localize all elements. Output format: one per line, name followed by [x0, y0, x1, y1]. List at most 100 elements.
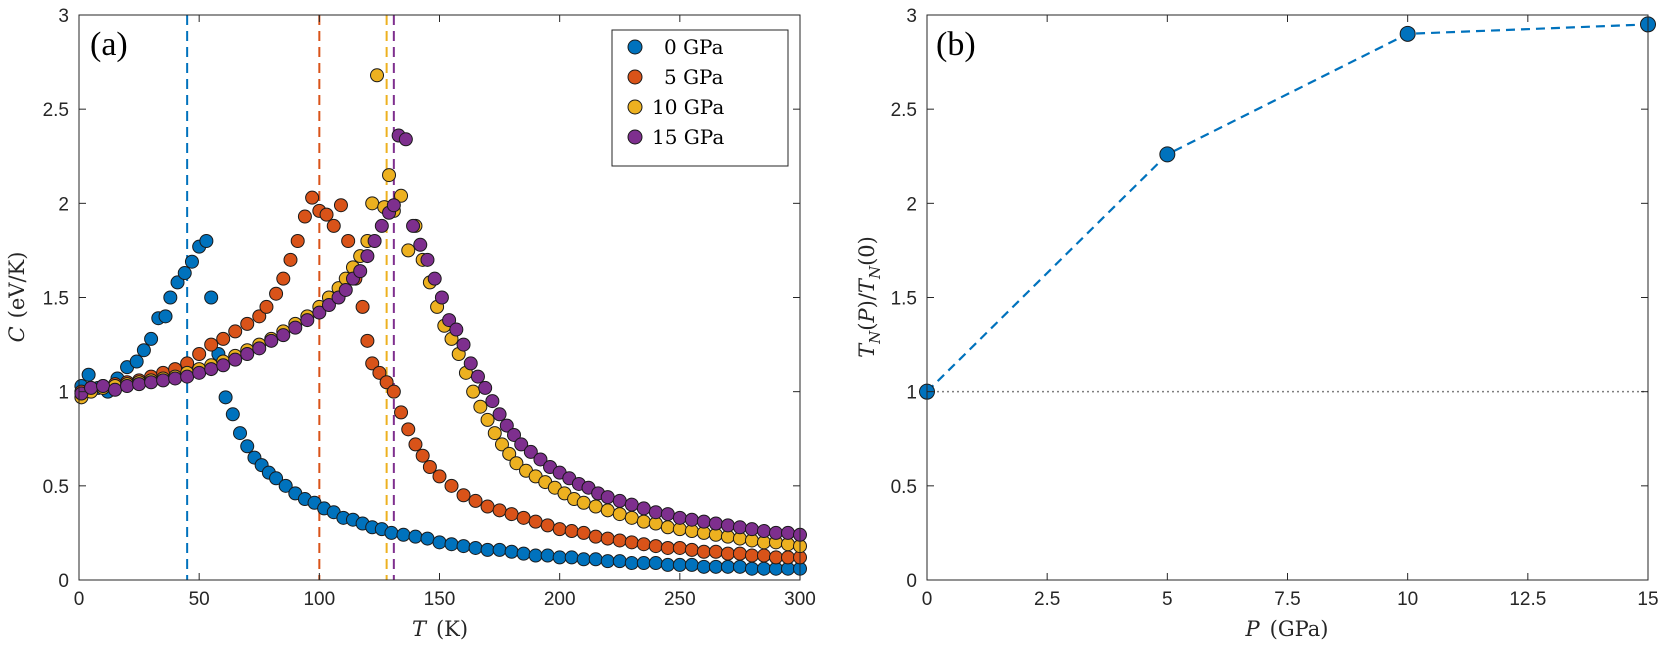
data-point	[297, 209, 312, 224]
data-point	[708, 559, 723, 574]
legend-marker	[627, 129, 643, 145]
data-point	[384, 525, 399, 540]
data-point	[355, 299, 370, 314]
x-tick-label-b: 0	[922, 589, 933, 610]
data-point	[370, 68, 385, 83]
data-point	[365, 356, 380, 371]
data-point	[463, 356, 478, 371]
data-point	[684, 512, 699, 527]
data-point	[442, 313, 457, 328]
data-point	[386, 384, 401, 399]
data-point	[84, 380, 99, 395]
data-point	[612, 554, 627, 569]
data-point	[485, 394, 500, 409]
y-tick-label-a: 0.5	[43, 477, 69, 498]
data-point	[502, 446, 517, 461]
y-tick-label-a: 2.5	[43, 100, 69, 121]
legend-label: 15 GPa	[652, 125, 724, 149]
data-point	[636, 514, 651, 529]
data-point	[396, 527, 411, 542]
data-point	[168, 371, 183, 386]
data-point	[420, 531, 435, 546]
data-point	[394, 188, 409, 203]
data-point	[415, 448, 430, 463]
data-point	[170, 275, 185, 290]
data-point	[516, 546, 531, 561]
panel-label-b: (b)	[936, 26, 976, 63]
data-point	[768, 525, 783, 540]
y-tick-label-a: 1.5	[43, 289, 69, 310]
data-point	[600, 490, 615, 505]
data-point	[576, 552, 591, 567]
x-tick-label-b: 15	[1637, 589, 1658, 610]
y-tick-label-a: 3	[58, 6, 69, 27]
plot-area-b	[927, 15, 1648, 580]
data-point	[624, 510, 639, 525]
data-point	[552, 522, 567, 537]
data-point	[129, 354, 144, 369]
data-point	[456, 337, 471, 352]
x-tick-label-a: 250	[664, 589, 696, 610]
data-point	[367, 234, 382, 248]
y-tick-label-b: 0.5	[891, 477, 917, 498]
data-point	[353, 264, 368, 279]
data-point	[492, 407, 507, 422]
data-point	[204, 290, 219, 305]
data-point	[768, 550, 783, 565]
legend-marker	[627, 99, 643, 115]
data-point	[744, 548, 759, 563]
data-point	[240, 316, 255, 331]
data-point	[394, 405, 409, 420]
x-tick-label-a: 300	[784, 589, 816, 610]
data-point	[744, 561, 759, 576]
x-tick-label-b: 7.5	[1274, 589, 1300, 610]
y-tick-label-a: 2	[58, 194, 69, 215]
data-point	[413, 237, 428, 252]
data-point	[624, 556, 639, 571]
data-point	[588, 499, 603, 514]
data-point	[612, 533, 627, 548]
y-tick-label-b: 0	[906, 571, 917, 592]
x-tick-label-a: 100	[303, 589, 335, 610]
data-point	[144, 331, 159, 346]
legend: 0 GPa 5 GPa 10 GPa 15 GPa	[611, 29, 789, 167]
data-point	[184, 254, 199, 269]
data-point	[192, 365, 207, 380]
x-tick-label-a: 50	[189, 589, 210, 610]
data-point	[468, 493, 483, 508]
data-points-a	[74, 68, 807, 576]
data-point	[514, 437, 529, 452]
data-point	[468, 540, 483, 555]
data-point	[504, 507, 519, 522]
data-point	[228, 352, 243, 367]
data-point	[422, 460, 437, 474]
data-point	[540, 548, 555, 563]
data-point	[269, 471, 284, 486]
data-point	[288, 320, 303, 335]
data-point	[756, 561, 771, 576]
legend-marker	[627, 39, 643, 55]
data-point	[523, 444, 538, 459]
data-point	[427, 271, 442, 286]
data-point	[218, 390, 233, 405]
data-point	[420, 252, 435, 267]
data-point	[564, 524, 579, 539]
y-tick-label-b: 2	[906, 194, 917, 215]
data-point	[660, 557, 675, 572]
data-point	[672, 510, 687, 525]
data-point	[444, 478, 459, 493]
data-point	[180, 369, 195, 384]
data-point	[672, 557, 687, 572]
y-tick-label-b: 2.5	[891, 100, 917, 121]
data-point	[480, 542, 495, 557]
data-point	[732, 546, 747, 561]
panel-b: 0 2.5 5 7.5 10 12.5 15 0 0.5 1 1.5 2 2.5 3 (b) P (GPa)…	[855, 6, 1659, 641]
data-point	[732, 520, 747, 535]
x-tick-label-b: 2.5	[1034, 589, 1060, 610]
series-3	[74, 128, 807, 542]
data-point	[624, 497, 639, 512]
data-point	[636, 501, 651, 516]
data-point	[204, 337, 219, 352]
data-point	[696, 514, 711, 529]
data-point	[660, 540, 675, 555]
